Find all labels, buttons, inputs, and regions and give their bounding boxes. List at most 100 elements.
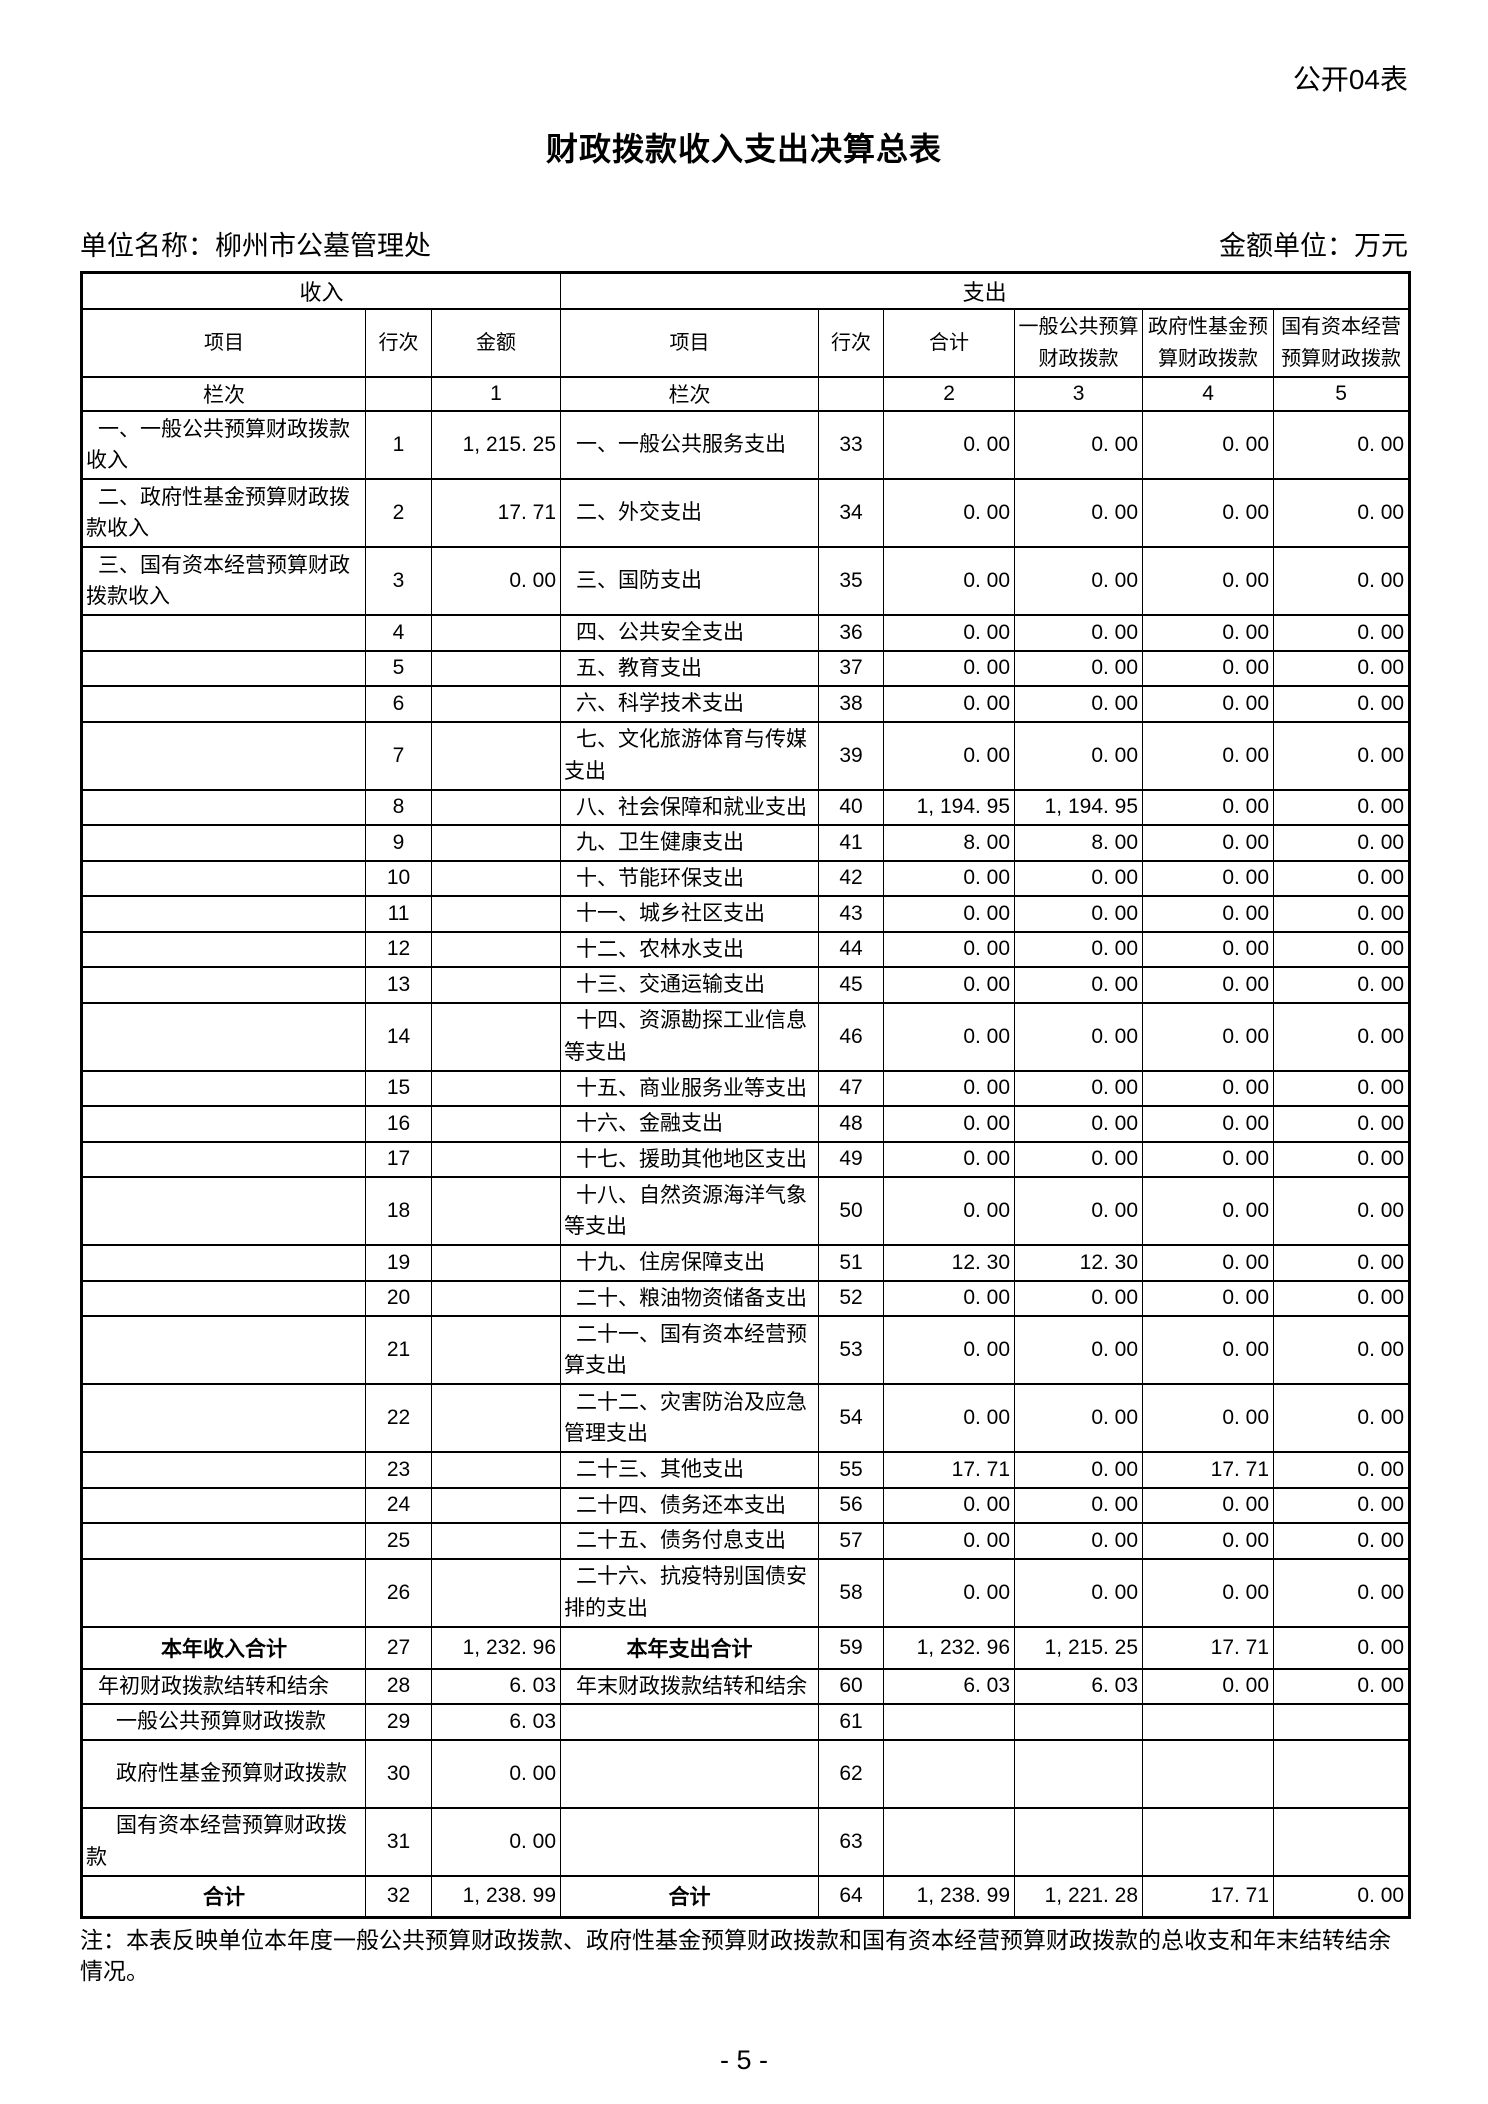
total-cell <box>883 1806 1016 1877</box>
expenditure-row-no-cell: 58 <box>818 1557 885 1628</box>
state-capital-cell: 0. 00 <box>1273 1105 1411 1143</box>
table-row: 政府性基金预算财政拨款 30 0. 00 62 <box>81 1738 1411 1809</box>
general-budget-cell: 0. 00 <box>1014 1522 1144 1560</box>
income-row-no-cell: 16 <box>365 1105 432 1143</box>
expenditure-item-cell: 十二、农林水支出 <box>560 930 820 968</box>
income-row-no-cell: 24 <box>365 1486 432 1524</box>
income-row-no-cell: 18 <box>365 1176 432 1246</box>
total-cell: 0. 00 <box>883 1069 1016 1107</box>
income-item-cell: 一、一般公共预算财政拨款收入 <box>81 410 366 480</box>
income-row-no-cell: 28 <box>365 1667 432 1705</box>
table-row: 17 十七、援助其他地区支出 49 0. 00 0. 00 0. 00 0. 00 <box>81 1140 1411 1178</box>
footnote: 注：本表反映单位本年度一般公共预算财政拨款、政府性基金预算财政拨款和国有资本经营… <box>80 1927 1391 1985</box>
col-header-income-item: 项目 <box>81 308 366 378</box>
table-row: 二、政府性基金预算财政拨款收入 2 17. 71 二、外交支出 34 0. 00 0. 00… <box>81 478 1411 548</box>
total-cell: 0. 00 <box>883 1383 1016 1453</box>
general-budget-cell: 0. 00 <box>1014 1451 1144 1489</box>
income-amount-cell <box>430 859 562 897</box>
income-row-no-cell: 32 <box>365 1874 432 1919</box>
income-row-no-cell: 12 <box>365 930 432 968</box>
income-item-cell <box>81 614 366 652</box>
income-row-no-cell: 15 <box>365 1069 432 1107</box>
gov-fund-cell: 0. 00 <box>1142 1001 1275 1072</box>
gov-fund-cell: 0. 00 <box>1142 614 1275 652</box>
expenditure-row-no-cell: 38 <box>818 685 885 723</box>
state-capital-cell: 0. 00 <box>1273 614 1411 652</box>
table-body: 一、一般公共预算财政拨款收入 1 1, 215. 25 一、一般公共服务支出 33 0. … <box>81 410 1411 1919</box>
gov-fund-cell: 0. 00 <box>1142 1279 1275 1317</box>
income-row-no-cell: 22 <box>365 1383 432 1453</box>
gov-fund-cell: 0. 00 <box>1142 1069 1275 1107</box>
state-capital-cell: 0. 00 <box>1273 895 1411 933</box>
total-cell: 0. 00 <box>883 410 1016 480</box>
state-capital-cell: 0. 00 <box>1273 1001 1411 1072</box>
state-capital-cell: 0. 00 <box>1273 1069 1411 1107</box>
page-number: - 5 - <box>719 2045 768 2075</box>
income-item-cell: 本年收入合计 <box>81 1625 366 1670</box>
income-item-cell: 合计 <box>81 1874 366 1919</box>
state-capital-cell: 0. 00 <box>1273 966 1411 1004</box>
income-amount-cell: 6. 03 <box>430 1667 562 1705</box>
expenditure-row-no-cell: 44 <box>818 930 885 968</box>
income-amount-cell <box>430 1451 562 1489</box>
expenditure-item-cell: 十一、城乡社区支出 <box>560 895 820 933</box>
table-row: 6 六、科学技术支出 38 0. 00 0. 00 0. 00 0. 00 <box>81 685 1411 723</box>
gov-fund-cell <box>1142 1806 1275 1877</box>
gov-fund-cell: 0. 00 <box>1142 1486 1275 1524</box>
table-row: 年初财政拨款结转和结余 28 6. 03 年末财政拨款结转和结余 60 6. 03 6. 0… <box>81 1667 1411 1705</box>
general-budget-cell <box>1014 1738 1144 1809</box>
state-capital-cell: 0. 00 <box>1273 824 1411 862</box>
expenditure-item-cell: 一、一般公共服务支出 <box>560 410 820 480</box>
gov-fund-cell: 0. 00 <box>1142 410 1275 480</box>
state-capital-cell: 0. 00 <box>1273 685 1411 723</box>
total-cell: 0. 00 <box>883 546 1016 616</box>
general-budget-cell: 0. 00 <box>1014 478 1144 548</box>
table-row: 26 二十六、抗疫特别国债安排的支出 58 0. 00 0. 00 0. 00 0. 00 <box>81 1557 1411 1628</box>
expenditure-item-cell: 五、教育支出 <box>560 649 820 687</box>
income-row-no-cell: 31 <box>365 1806 432 1877</box>
income-amount-cell <box>430 1001 562 1072</box>
income-item-cell: 政府性基金预算财政拨款 <box>81 1738 366 1809</box>
gov-fund-cell: 0. 00 <box>1142 1383 1275 1453</box>
expenditure-item-cell: 二十三、其他支出 <box>560 1451 820 1489</box>
expenditure-row-no-cell: 57 <box>818 1522 885 1560</box>
general-budget-cell: 12. 30 <box>1014 1244 1144 1282</box>
meta-row: 单位名称：柳州市公墓管理处 金额单位：万元 <box>80 224 1408 263</box>
income-row-no-cell: 29 <box>365 1703 432 1741</box>
total-cell: 1, 232. 96 <box>883 1625 1016 1670</box>
total-cell: 0. 00 <box>883 1486 1016 1524</box>
income-item-cell <box>81 1451 366 1489</box>
table-row: 22 二十二、灾害防治及应急管理支出 54 0. 00 0. 00 0. 00 0. 00 <box>81 1383 1411 1453</box>
state-capital-cell: 0. 00 <box>1273 1176 1411 1246</box>
income-amount-cell: 0. 00 <box>430 1738 562 1809</box>
table-row: 11 十一、城乡社区支出 43 0. 00 0. 00 0. 00 0. 00 <box>81 895 1411 933</box>
general-budget-cell: 1, 221. 28 <box>1014 1874 1144 1919</box>
gov-fund-cell: 0. 00 <box>1142 859 1275 897</box>
income-amount-cell: 0. 00 <box>430 546 562 616</box>
gov-fund-cell: 0. 00 <box>1142 720 1275 791</box>
col-header-income-amount: 金额 <box>430 308 562 378</box>
income-amount-cell: 0. 00 <box>430 1806 562 1877</box>
expenditure-row-no-cell: 62 <box>818 1738 885 1809</box>
state-capital-cell: 0. 00 <box>1273 1557 1411 1628</box>
expenditure-item-cell: 年末财政拨款结转和结余 <box>560 1667 820 1705</box>
gov-fund-cell: 0. 00 <box>1142 1244 1275 1282</box>
income-amount-cell <box>430 966 562 1004</box>
index-cell <box>365 376 432 412</box>
income-item-cell: 国有资本经营预算财政拨款 <box>81 1806 366 1877</box>
income-amount-cell: 17. 71 <box>430 478 562 548</box>
total-cell: 0. 00 <box>883 895 1016 933</box>
expenditure-row-no-cell: 56 <box>818 1486 885 1524</box>
table-row: 本年收入合计 27 1, 232. 96 本年支出合计 59 1, 232. 96 1, 2… <box>81 1625 1411 1670</box>
col-header-income-row-no: 行次 <box>365 308 432 378</box>
income-row-no-cell: 1 <box>365 410 432 480</box>
income-amount-cell <box>430 1486 562 1524</box>
col-header-gov-fund: 政府性基金预算财政拨款 <box>1142 308 1275 378</box>
state-capital-cell: 0. 00 <box>1273 1244 1411 1282</box>
page-title: 财政拨款收入支出决算总表 <box>545 131 942 167</box>
general-budget-cell: 0. 00 <box>1014 649 1144 687</box>
income-item-cell <box>81 1105 366 1143</box>
income-amount-cell <box>430 1069 562 1107</box>
total-cell: 0. 00 <box>883 930 1016 968</box>
income-amount-cell <box>430 824 562 862</box>
